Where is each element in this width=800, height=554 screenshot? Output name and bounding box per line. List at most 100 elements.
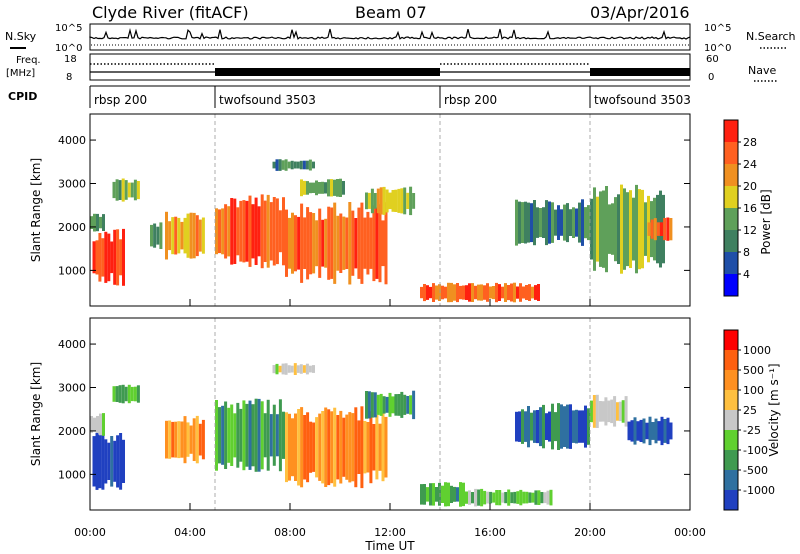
data-cell [394,189,398,212]
data-cell [118,385,122,403]
data-cell [133,179,137,201]
data-cell [297,409,301,486]
data-cell [127,384,131,404]
data-cell [581,410,584,443]
data-cell [587,205,590,241]
data-cell [96,213,99,232]
data-cell [432,283,435,302]
data-cell [315,220,319,267]
data-cell [121,178,125,202]
data-cell [626,192,629,267]
data-cell [504,492,508,504]
data-cell [300,203,304,283]
data-cell [474,285,477,300]
data-cell [291,212,294,274]
data-cell [281,363,285,375]
data-cell [324,218,328,268]
data-cell [516,491,520,504]
data-cell [272,161,276,169]
data-cell [124,386,128,402]
data-cell [288,217,291,269]
data-cell [221,405,225,465]
data-cell [598,401,602,422]
y-tick-label: 1000 [58,468,86,481]
y-tick-label: 4000 [58,134,86,147]
noise-left-label: N.Sky [5,30,37,43]
data-cell [102,413,105,436]
velocity-panel: Slant Range [km] 1000 2000 3000 4000 [29,317,691,511]
data-cell [275,363,279,375]
data-cell [306,181,309,195]
data-cell [180,221,184,250]
data-cell [189,212,193,259]
data-cell [543,492,547,504]
data-cell [363,421,367,474]
data-cell [119,433,123,490]
data-cell [113,229,117,285]
data-cell [593,187,596,271]
data-cell [372,205,376,282]
data-cell [587,408,590,445]
data-cell [136,181,140,200]
data-cell [215,400,218,471]
data-cell [165,211,168,260]
data-cell [227,407,231,463]
colorbar-swatch [724,370,738,390]
data-cell [644,202,647,256]
data-cell [130,182,134,198]
data-cell [110,241,114,274]
data-cell [365,391,368,419]
data-cell [521,409,524,444]
data-cell [669,218,673,241]
data-cell [515,411,518,442]
data-cell [432,483,435,506]
data-cell [489,286,492,299]
data-cell [391,396,395,414]
data-cell [168,420,172,459]
data-cell [275,414,279,457]
data-cell [124,180,128,200]
data-cell [107,442,111,480]
data-cell [308,365,312,373]
x-tick-label: 00:00 [674,526,706,539]
data-cell [101,433,105,490]
data-cell [533,200,536,246]
data-cell [426,487,429,502]
data-cell [299,364,303,374]
data-cell [599,191,602,267]
data-cell [504,283,507,302]
data-cell [260,194,264,269]
data-cell [321,411,325,484]
data-cell [400,391,404,418]
data-cell [215,208,218,255]
data-cell [642,418,646,444]
data-cell [308,159,312,171]
data-cell [239,408,243,462]
data-cell [294,215,297,272]
data-cell [236,402,240,468]
power-yticks: 1000 2000 3000 4000 [58,134,690,277]
data-cell [99,413,102,436]
data-cell [531,286,534,299]
data-cell [342,417,346,477]
data-cell [113,440,117,482]
data-cell [645,422,649,440]
data-cell [302,365,306,373]
data-cell [130,386,134,402]
data-cell [513,282,516,303]
data-cell [650,219,654,239]
x-tick-label: 20:00 [574,526,606,539]
data-cell [300,407,304,488]
data-cell [260,401,264,470]
data-cell [92,436,96,487]
data-cell [116,435,120,488]
data-cell [119,239,123,276]
data-cell [284,159,288,171]
data-cell [177,421,181,459]
data-cell [447,282,450,303]
data-cell [168,221,172,251]
data-cell [236,207,240,256]
data-cell [477,284,480,301]
data-cell [101,238,105,277]
data-cell [230,404,234,466]
